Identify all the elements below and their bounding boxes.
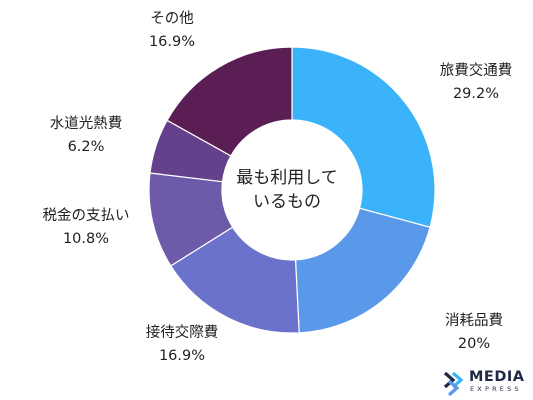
slice-category-label: 旅費交通費 (440, 61, 513, 79)
media-express-logo-icon (443, 371, 464, 396)
slice-value-label: 6.2% (68, 139, 105, 155)
slice-value-label: 20% (458, 336, 490, 352)
logo-subtitle: EXPRESS (470, 385, 522, 393)
slice-value-label: 16.9% (159, 348, 205, 364)
donut-hole (222, 120, 362, 260)
slice-value-label: 16.9% (149, 34, 195, 50)
slice-category-label: 消耗品費 (445, 312, 503, 329)
slice-category-label: その他 (150, 10, 194, 27)
slice-value-label: 29.2% (453, 86, 499, 102)
center-label-line-1: 最も利用して (236, 168, 338, 188)
slice-labels: 旅費交通費 29.2% 消耗品費 20% 接待交際費 16.9% 税金の支払い 10.8% 水道… (43, 10, 513, 364)
donut-slices (148, 46, 436, 334)
media-express-logo: MEDIA EXPRESS (443, 368, 527, 396)
center-label-line-2: いるもの (253, 192, 321, 212)
logo-name: MEDIA (469, 369, 525, 385)
slice-value-label: 10.8% (63, 231, 109, 247)
slice-category-label: 接待交際費 (146, 323, 219, 341)
slice-category-label: 税金の支払い (43, 207, 130, 224)
slice-category-label: 水道光熱費 (50, 115, 123, 132)
